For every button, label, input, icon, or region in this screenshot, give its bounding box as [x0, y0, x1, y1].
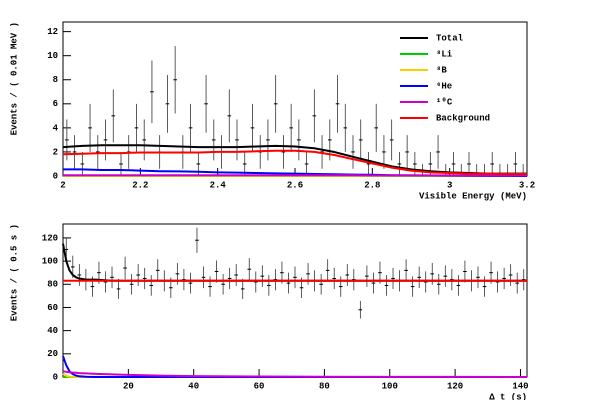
x-tick-label: 20 — [123, 381, 134, 391]
x-tick-label: 2 — [60, 180, 65, 190]
fit-curve — [62, 355, 527, 378]
x-tick-label: 100 — [382, 381, 398, 391]
y-tick-label: 12 — [47, 27, 58, 37]
x-tick-label: 60 — [254, 381, 265, 391]
x-tick-label: 3.2 — [519, 180, 535, 190]
y-tick-label: 8 — [53, 75, 58, 85]
x-tick-label: 2.2 — [132, 180, 148, 190]
y-tick-label: 60 — [47, 303, 58, 313]
y-axis-label: Events / ( 0.01 MeV ) — [9, 22, 19, 135]
x-tick-label: 3 — [447, 180, 452, 190]
y-tick-label: 2 — [53, 147, 58, 157]
x-tick-label: 140 — [512, 381, 528, 391]
y-tick-label: 6 — [53, 99, 58, 109]
x-tick-label: 2.6 — [287, 180, 303, 190]
x-tick-label: 2.8 — [364, 180, 380, 190]
y-tick-label: 80 — [47, 280, 58, 290]
x-tick-label: 2.4 — [210, 180, 227, 190]
fit-curve — [62, 370, 528, 378]
x-axis-label: Δ t (s) — [489, 392, 527, 400]
x-tick-label: 40 — [188, 381, 199, 391]
fit-curve — [62, 149, 527, 175]
x-axis-label: Visible Energy (MeV) — [419, 191, 527, 201]
y-tick-label: 10 — [47, 51, 58, 61]
legend-label: ⁸Li — [436, 49, 453, 59]
legend-label: Total — [436, 33, 464, 43]
y-tick-label: 40 — [47, 326, 58, 336]
y-axis-label: Events / ( 0.5 s ) — [9, 224, 19, 321]
y-tick-label: 120 — [42, 233, 58, 243]
x-tick-label: 80 — [319, 381, 330, 391]
y-tick-label: 0 — [53, 171, 58, 181]
y-tick-label: 20 — [47, 349, 58, 359]
x-tick-label: 120 — [447, 381, 463, 391]
legend-label: ¹⁰C — [436, 97, 453, 107]
legend-label: Background — [436, 113, 490, 123]
y-tick-label: 100 — [42, 256, 58, 266]
legend-label: ⁸B — [436, 65, 447, 75]
y-tick-label: 0 — [53, 372, 58, 382]
y-tick-label: 4 — [53, 123, 59, 133]
legend-label: ⁶He — [436, 81, 452, 91]
plot-frame — [62, 223, 528, 378]
